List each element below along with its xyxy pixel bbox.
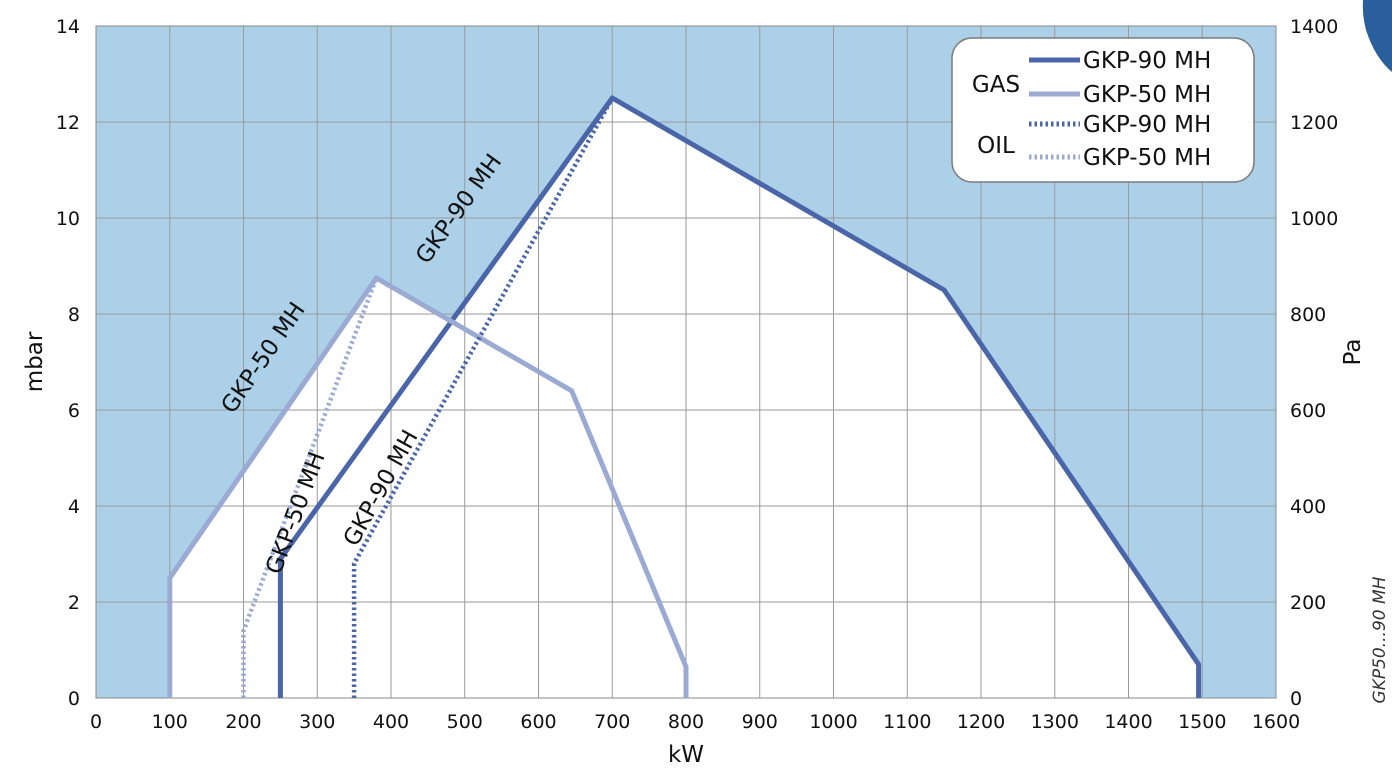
left-y-tick-label: 10 <box>56 208 80 230</box>
x-tick-label: 1600 <box>1252 711 1300 733</box>
left-y-tick-label: 12 <box>56 112 80 134</box>
x-tick-label: 500 <box>447 711 483 733</box>
left-y-axis-label: mbar <box>22 331 48 392</box>
left-y-tick-label: 2 <box>68 592 80 614</box>
x-tick-label: 1400 <box>1104 711 1152 733</box>
x-tick-label: 1000 <box>809 711 857 733</box>
right-y-tick-label: 0 <box>1290 688 1302 710</box>
x-tick-label: 700 <box>594 711 630 733</box>
working-envelope <box>169 98 1199 698</box>
right-y-tick-label: 1400 <box>1290 16 1338 38</box>
x-tick-label: 400 <box>373 711 409 733</box>
x-tick-label: 600 <box>520 711 556 733</box>
right-y-tick-labels: 0 200 400 600 800 1000 1200 1400 <box>1290 16 1338 710</box>
legend-box <box>951 37 1255 183</box>
right-y-tick-label: 200 <box>1290 592 1326 614</box>
x-tick-label: 0 <box>90 711 102 733</box>
series-line-oil-gkp-90-mh <box>351 96 615 698</box>
x-tick-label: 100 <box>152 711 188 733</box>
right-y-tick-label: 1200 <box>1290 112 1338 134</box>
left-y-tick-labels: 0 2 4 6 8 10 12 14 <box>56 16 80 710</box>
x-tick-label: 1100 <box>883 711 931 733</box>
side-note: GKP50...90 MH <box>1370 576 1390 703</box>
x-tick-label: 1200 <box>957 711 1005 733</box>
legend-entry-oil-gkp50: GKP-50 MH <box>1083 145 1211 171</box>
legend: GAS OIL GKP-90 MH GKP-50 MH GKP-90 MH GK… <box>951 37 1255 183</box>
right-y-axis-label: Pa <box>1340 339 1366 366</box>
left-y-tick-label: 8 <box>68 304 80 326</box>
left-y-tick-label: 0 <box>68 688 80 710</box>
right-y-tick-label: 800 <box>1290 304 1326 326</box>
series-layer <box>167 95 1202 698</box>
corner-decoration <box>1362 0 1392 72</box>
right-y-tick-label: 1000 <box>1290 208 1338 230</box>
legend-entry-gas-gkp90: GKP-90 MH <box>1083 48 1211 74</box>
x-axis-label: kW <box>668 742 704 768</box>
right-y-tick-label: 600 <box>1290 400 1326 422</box>
series-line-oil-gkp-50-mh <box>241 277 379 698</box>
legend-entry-oil-gkp90: GKP-90 MH <box>1083 112 1211 138</box>
x-tick-labels: 0 100 200 300 400 500 600 700 800 900 1000 1100 1200… <box>90 711 1300 733</box>
series-line-gas-gkp-90-mh <box>277 95 1202 698</box>
x-tick-label: 1300 <box>1031 711 1079 733</box>
right-y-tick-label: 400 <box>1290 496 1326 518</box>
series-line-gas-gkp-50-mh <box>167 275 689 698</box>
legend-group-gas: GAS <box>972 72 1020 98</box>
x-tick-label: 1500 <box>1178 711 1226 733</box>
left-y-tick-label: 6 <box>68 400 80 422</box>
left-y-tick-label: 14 <box>56 16 80 38</box>
x-tick-label: 800 <box>668 711 704 733</box>
x-tick-label: 300 <box>299 711 335 733</box>
left-y-tick-label: 4 <box>68 496 80 518</box>
x-tick-label: 900 <box>742 711 778 733</box>
legend-entry-gas-gkp50: GKP-50 MH <box>1083 82 1211 108</box>
x-tick-label: 200 <box>225 711 261 733</box>
legend-group-oil: OIL <box>977 133 1015 159</box>
